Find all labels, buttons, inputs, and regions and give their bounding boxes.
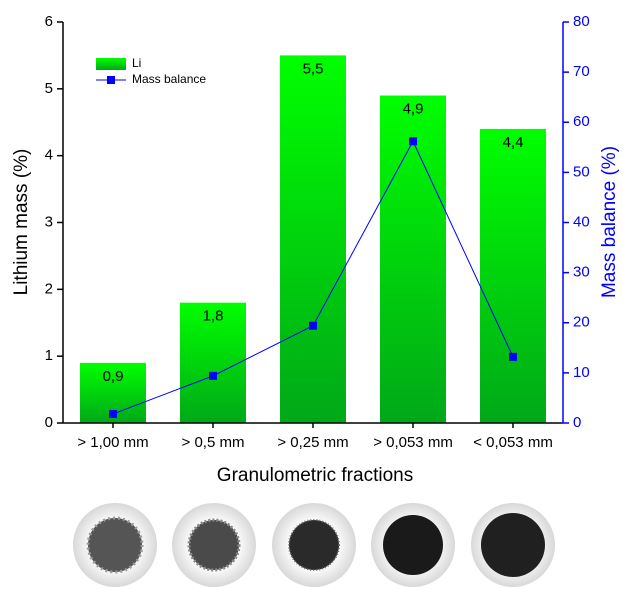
y-tick-label: 5 (45, 80, 53, 97)
marker (109, 410, 117, 418)
x-tick-label: > 0,5 mm (182, 434, 245, 451)
chart: Granulometric fractions Lithium mass (%)… (0, 0, 623, 589)
x-tick-label: > 0,25 mm (277, 434, 348, 451)
value-label: 4,9 (403, 100, 424, 117)
value-label: 5,5 (303, 60, 324, 77)
value-label: 1,8 (203, 308, 224, 325)
legend-swatch (96, 58, 126, 70)
y2-tick-label: 10 (573, 364, 590, 381)
y2-tick-label: 30 (573, 264, 590, 281)
value-label: 0,9 (103, 368, 124, 385)
marker (309, 322, 317, 330)
y-tick-label: 4 (45, 147, 53, 164)
y-tick-label: 2 (45, 280, 53, 297)
y2-tick-label: 20 (573, 314, 590, 331)
y-tick-label: 6 (45, 13, 53, 30)
y-tick-label: 0 (45, 414, 53, 431)
x-tick-label: > 0,053 mm (373, 434, 453, 451)
value-label: 4,4 (503, 134, 524, 151)
y2-tick-label: 70 (573, 63, 590, 80)
bar (480, 129, 546, 423)
photos (73, 503, 555, 587)
marker (509, 353, 517, 361)
x-tick-label: > 1,00 mm (77, 434, 148, 451)
marker (209, 372, 217, 380)
legend-label: Li (132, 56, 141, 70)
y2-tick-label: 0 (573, 414, 581, 431)
y2-axis-title: Mass balance (%) (599, 146, 620, 298)
y2-tick-label: 50 (573, 163, 590, 180)
bar (280, 55, 346, 423)
y-tick-label: 3 (45, 213, 53, 230)
marker (409, 137, 417, 145)
legend-marker (107, 76, 115, 84)
legend-label: Mass balance (132, 72, 206, 86)
y2-tick-label: 80 (573, 13, 590, 30)
x-tick-label: < 0,053 mm (473, 434, 553, 451)
y-tick-label: 1 (45, 347, 53, 364)
y2-tick-label: 60 (573, 113, 590, 130)
y2-tick-label: 40 (573, 213, 590, 230)
x-axis-title: Granulometric fractions (217, 465, 413, 486)
y-axis-title: Lithium mass (%) (11, 149, 32, 296)
